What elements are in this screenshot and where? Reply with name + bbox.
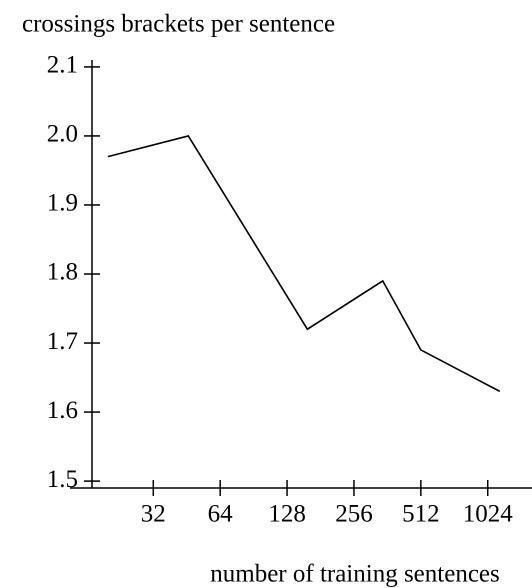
y-tick-label: 1.6 [47,397,78,424]
y-tick-label: 1.9 [47,190,78,217]
x-axis-title: number of training sentences [210,561,500,588]
y-tick-label: 1.7 [47,328,78,355]
x-tick-label: 256 [335,501,373,528]
x-tick-label: 128 [268,501,306,528]
y-tick-label: 2.0 [47,121,78,148]
x-tick-label: 512 [402,501,440,528]
y-tick-label: 1.8 [47,259,78,286]
x-tick-label: 32 [141,501,166,528]
y-tick-label: 2.1 [47,52,78,79]
y-axis-title: crossings brackets per sentence [22,11,335,38]
x-tick-label: 1024 [463,501,514,528]
data-line [107,135,501,393]
x-tick-label: 64 [208,501,234,528]
y-tick-label: 1.5 [47,466,78,493]
